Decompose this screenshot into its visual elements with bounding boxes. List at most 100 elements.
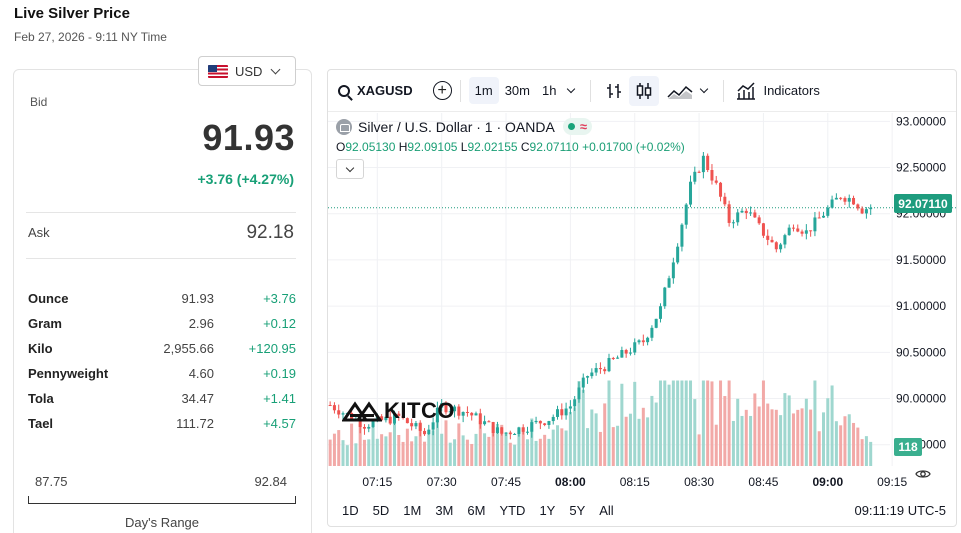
chevron-down-icon [345, 163, 355, 172]
candle-body [761, 223, 765, 236]
range-5d-button[interactable]: 5D [372, 502, 390, 518]
currency-select[interactable]: USD [198, 56, 296, 86]
bar-style-button[interactable] [599, 76, 629, 106]
volume-bar [337, 430, 341, 466]
kitco-logo-icon [342, 401, 382, 422]
volume-bar [633, 381, 637, 466]
candle-body [371, 420, 375, 427]
bid-price: 91.93 [202, 117, 295, 158]
candle-body [453, 406, 457, 412]
candle-body [560, 409, 564, 416]
candle-body [839, 197, 843, 199]
chart-style-menu-chevron-icon[interactable] [700, 84, 709, 94]
candle-body [654, 318, 658, 328]
candle-body [637, 340, 641, 343]
candle-body [813, 217, 817, 232]
candle-body [573, 399, 577, 407]
candle-body [791, 227, 795, 229]
time-range-bar: 1D 5D 1M 3M 6M YTD 1Y 5Y All 09:11:19 UT… [328, 494, 956, 526]
candle-body [440, 403, 444, 408]
range-5y-button[interactable]: 5Y [569, 502, 586, 518]
volume-bar [392, 418, 396, 466]
unit-name: Kilo [28, 341, 53, 356]
range-ytd-button[interactable]: YTD [499, 502, 526, 518]
candle-body [431, 422, 435, 430]
symbol-search-button[interactable]: XAGUSD [338, 83, 413, 98]
volume-bar [620, 383, 624, 466]
volume-bar [654, 402, 658, 466]
candle-body [444, 403, 448, 413]
toolbar-separator [590, 79, 592, 102]
chevron-down-icon [271, 64, 281, 74]
table-row: Ounce 91.93 +3.76 [28, 286, 296, 311]
range-1y-button[interactable]: 1Y [539, 502, 556, 518]
volume-bar [332, 433, 336, 466]
candle-body [530, 422, 534, 432]
range-6m-button[interactable]: 6M [467, 502, 486, 518]
search-icon [338, 84, 350, 97]
market-status-badge[interactable]: ≈ [562, 118, 592, 135]
candle-body [362, 426, 366, 429]
area-chart-icon [667, 85, 693, 99]
y-tick-label: 91.50000 [896, 253, 946, 267]
ask-price: 92.18 [246, 222, 294, 243]
volume-bar [410, 441, 414, 466]
candle-body [779, 244, 783, 250]
indicators-button[interactable]: Indicators [736, 81, 820, 100]
unit-price: 4.60 [188, 366, 214, 381]
interval-1h-button[interactable]: 1h [541, 83, 557, 98]
candles-style-button[interactable] [629, 75, 660, 106]
volume-bar [435, 419, 439, 466]
volume-bar [453, 439, 457, 466]
volume-bar [607, 380, 611, 466]
volume-bar [736, 398, 740, 466]
volume-bar [856, 427, 860, 466]
symbol-label: XAGUSD [357, 83, 413, 98]
unit-price: 34.47 [181, 391, 214, 406]
candle-body [465, 411, 469, 413]
interval-menu-chevron-icon[interactable] [567, 84, 576, 94]
volume-bar [646, 417, 650, 466]
volume-bar [847, 414, 851, 466]
chart-clock[interactable]: 09:11:19 UTC-5 [854, 502, 946, 518]
candle-body [603, 369, 607, 372]
legend-collapse-button[interactable] [336, 159, 364, 179]
candle-body [495, 427, 499, 433]
price-chart[interactable]: 93.0000092.5000092.0000091.5000091.00000… [328, 113, 956, 493]
candle-body [701, 155, 705, 173]
go-to-realtime-icon[interactable] [915, 467, 931, 481]
volume-bar [826, 398, 830, 466]
area-style-button[interactable] [665, 76, 695, 106]
candle-body [633, 342, 637, 353]
range-bar [28, 496, 296, 504]
candle-body [461, 411, 465, 416]
volume-bar [641, 407, 645, 466]
ohlc-high: 92.09105 [407, 140, 458, 154]
last-price-tag: 92.07110 [894, 194, 952, 213]
candle-body [650, 327, 654, 338]
candle-body [676, 246, 680, 263]
volume-bar [822, 412, 826, 466]
compare-symbol-button[interactable]: + [432, 81, 452, 100]
candle-body [551, 416, 555, 422]
volume-bar [362, 439, 366, 466]
volume-bar [787, 395, 791, 466]
table-row: Tael 111.72 +4.57 [28, 411, 296, 436]
volume-bar [740, 415, 744, 466]
range-all-button[interactable]: All [599, 502, 614, 518]
candle-body [843, 198, 847, 202]
range-3m-button[interactable]: 3M [435, 502, 454, 518]
live-dot-icon [567, 123, 575, 130]
range-1d-button[interactable]: 1D [342, 502, 359, 518]
range-1m-button[interactable]: 1M [403, 502, 422, 518]
interval-30m-button[interactable]: 30m [504, 83, 530, 98]
x-tick-label: 07:45 [491, 475, 521, 489]
candle-body [697, 171, 701, 173]
volume-bar [345, 445, 349, 466]
volume-bar [830, 385, 834, 466]
x-tick-label: 08:45 [748, 475, 778, 489]
y-tick-label: 91.00000 [896, 299, 946, 313]
watermark-text: KITCO [384, 398, 455, 423]
legend-title: Silver / U.S. Dollar · 1 · OANDA [358, 118, 555, 135]
interval-1m-button[interactable]: 1m [468, 77, 499, 104]
